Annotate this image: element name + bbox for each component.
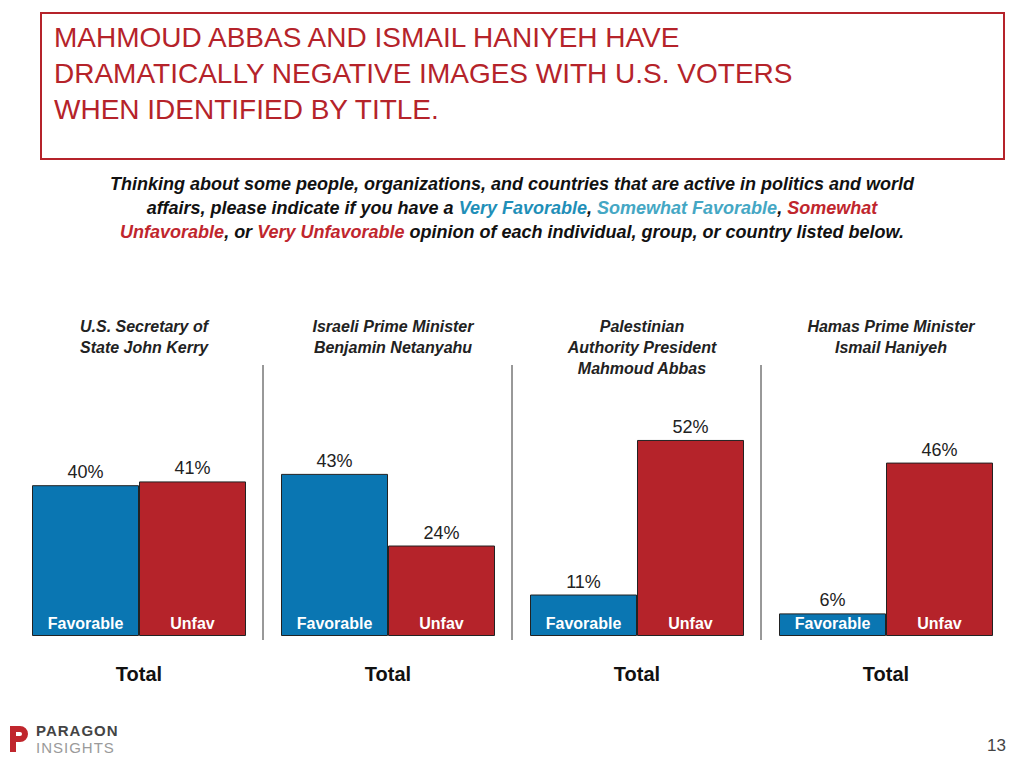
svg-text:40%: 40% xyxy=(67,462,103,482)
svg-text:Hamas Prime Minister: Hamas Prime Minister xyxy=(807,318,975,335)
svg-text:Total: Total xyxy=(863,663,909,685)
svg-text:Favorable: Favorable xyxy=(297,615,373,632)
svg-text:Benjamin Netanyahu: Benjamin Netanyahu xyxy=(314,339,472,356)
html-text:13: 13 xyxy=(987,736,1006,755)
html-text:INSIGHTS: INSIGHTS xyxy=(36,739,115,756)
html-text:MAHMOUD ABBAS AND ISMAIL HANIY: MAHMOUD ABBAS AND ISMAIL HANIYEH HAVE DR… xyxy=(54,22,793,125)
svg-text:Total: Total xyxy=(116,663,162,685)
svg-text:Unfav: Unfav xyxy=(668,615,713,632)
svg-text:State John Kerry: State John Kerry xyxy=(80,339,209,356)
svg-text:Mahmoud Abbas: Mahmoud Abbas xyxy=(578,360,706,377)
html-text:PARAGON: PARAGON xyxy=(36,722,119,739)
html-text:Thinking about some people, or: Thinking about some people, organization… xyxy=(109,174,915,242)
svg-text:U.S. Secretary of: U.S. Secretary of xyxy=(80,318,210,335)
svg-text:11%: 11% xyxy=(566,572,601,592)
svg-text:Total: Total xyxy=(365,663,411,685)
svg-text:6%: 6% xyxy=(819,590,845,610)
svg-text:Ismail Haniyeh: Ismail Haniyeh xyxy=(835,339,947,356)
svg-text:Unfav: Unfav xyxy=(917,615,962,632)
svg-text:Unfav: Unfav xyxy=(170,615,215,632)
svg-text:Favorable: Favorable xyxy=(546,615,622,632)
svg-text:Authority President: Authority President xyxy=(567,339,717,356)
svg-text:Favorable: Favorable xyxy=(795,615,871,632)
svg-text:Palestinian: Palestinian xyxy=(600,318,685,335)
svg-text:Israeli Prime Minister: Israeli Prime Minister xyxy=(313,318,475,335)
svg-text:46%: 46% xyxy=(921,440,957,460)
svg-text:52%: 52% xyxy=(672,417,708,437)
svg-text:24%: 24% xyxy=(423,523,459,543)
svg-text:41%: 41% xyxy=(174,458,210,478)
svg-text:Favorable: Favorable xyxy=(48,615,124,632)
svg-text:Unfav: Unfav xyxy=(419,615,464,632)
svg-text:Total: Total xyxy=(614,663,660,685)
svg-text:43%: 43% xyxy=(316,451,352,471)
